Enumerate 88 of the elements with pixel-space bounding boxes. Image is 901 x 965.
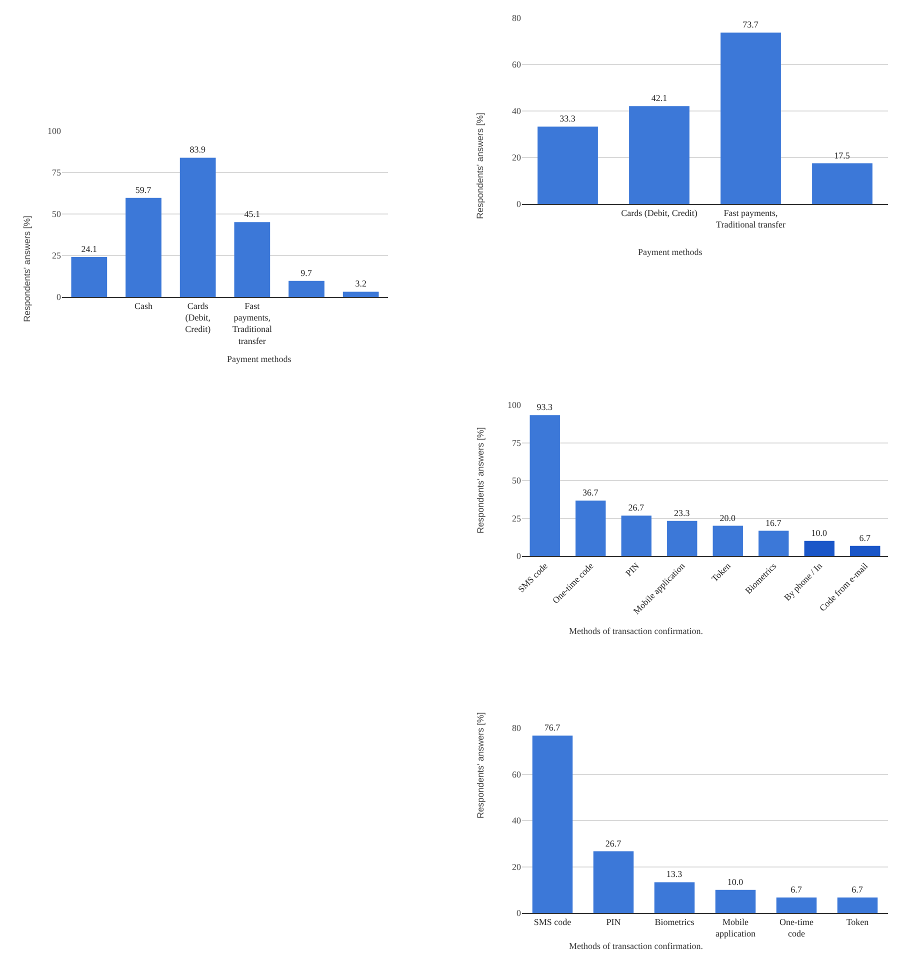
- data-label: 17.5: [834, 150, 850, 160]
- data-label: 9.7: [300, 268, 312, 278]
- data-label: 24.1: [81, 244, 98, 254]
- y-tick-label: 100: [508, 400, 522, 410]
- y-tick-label: 60: [512, 769, 522, 780]
- bar: [621, 516, 652, 556]
- y-tick-label: 40: [512, 106, 522, 116]
- data-label: 93.3: [536, 402, 553, 412]
- data-label: 73.7: [742, 20, 759, 30]
- y-tick-label: 75: [512, 438, 522, 448]
- x-tick-label: Biometrics: [654, 916, 695, 927]
- bar: [342, 292, 379, 297]
- x-tick-label: Cash: [134, 300, 153, 311]
- x-tick-label: One-time code: [780, 916, 814, 938]
- x-axis-title: Methods of transaction confirmation.: [569, 626, 703, 636]
- y-tick-label: 80: [512, 723, 522, 734]
- bar: [629, 106, 690, 204]
- data-label: 45.1: [244, 209, 260, 220]
- bar: [667, 520, 698, 556]
- x-tick-label: PIN: [606, 916, 622, 927]
- y-tick-label: 60: [512, 60, 522, 70]
- y-tick-label: 50: [512, 476, 522, 486]
- y-tick-label: 100: [48, 126, 62, 136]
- data-label: 13.3: [666, 869, 683, 880]
- y-tick-label: 75: [52, 168, 62, 178]
- bar: [126, 198, 162, 297]
- bar: [804, 540, 834, 556]
- y-tick-label: 40: [512, 816, 522, 826]
- bar: [837, 898, 878, 913]
- bar: [654, 882, 695, 913]
- data-label: 33.3: [560, 114, 576, 124]
- data-label: 83.9: [190, 144, 206, 155]
- y-tick-label: 0: [516, 908, 522, 918]
- y-axis-title: Respondents' answers [%]: [22, 216, 32, 322]
- data-label: 16.7: [766, 518, 782, 528]
- data-label: 36.7: [582, 488, 599, 498]
- data-label: 26.7: [605, 838, 622, 848]
- bar: [758, 530, 789, 556]
- y-tick-label: 25: [512, 513, 522, 524]
- bar: [715, 890, 756, 913]
- bar: [776, 898, 817, 913]
- y-axis-title: Respondents' answers [%]: [475, 112, 485, 219]
- y-tick-label: 50: [52, 209, 62, 220]
- x-tick-label: Cards (Debit, Credit): [621, 208, 698, 218]
- bar: [532, 736, 573, 913]
- bar: [71, 256, 108, 297]
- y-tick-label: 20: [512, 152, 522, 163]
- y-tick-label: 20: [512, 862, 522, 872]
- y-tick-label: 80: [512, 13, 522, 24]
- data-label: 23.3: [674, 508, 690, 518]
- x-tick-label: Mobile application: [716, 916, 756, 938]
- x-tick-label: Fast payments, Traditional transfer: [232, 300, 273, 346]
- data-label: 3.2: [355, 278, 366, 289]
- x-tick-label: Cards (Debit, Credit): [185, 300, 211, 334]
- y-tick-label: 0: [56, 292, 62, 302]
- data-label: 6.7: [790, 884, 802, 895]
- data-label: 20.0: [720, 512, 736, 523]
- data-label: 42.1: [651, 93, 668, 104]
- data-label: 6.7: [852, 884, 864, 895]
- x-axis-title: Methods of transaction confirmation.: [569, 941, 703, 951]
- bar: [180, 158, 216, 297]
- data-label: 10.0: [727, 876, 744, 887]
- bar: [538, 126, 598, 204]
- x-tick-label: Fast payments, Traditional transfer: [716, 208, 786, 230]
- y-tick-label: 25: [52, 250, 62, 261]
- bar: [712, 526, 743, 556]
- bar: [850, 546, 880, 556]
- x-tick-label: PIN: [624, 560, 642, 578]
- bar: [234, 222, 270, 297]
- data-label: 59.7: [135, 184, 152, 195]
- x-tick-label: Token: [846, 916, 870, 927]
- x-axis-title: Payment methods: [227, 354, 292, 364]
- y-tick-label: 0: [516, 199, 522, 210]
- x-axis-title: Payment methods: [638, 247, 703, 257]
- bar: [593, 851, 634, 913]
- y-axis-title: Respondents' answers [%]: [476, 427, 486, 534]
- bar: [530, 415, 560, 556]
- data-label: 10.0: [811, 528, 828, 538]
- data-label: 26.7: [628, 502, 644, 513]
- data-label: 76.7: [544, 722, 561, 733]
- bar: [720, 32, 781, 204]
- x-tick-label: SMS code: [534, 916, 572, 927]
- data-label: 6.7: [859, 532, 871, 543]
- bar: [288, 280, 324, 297]
- bar: [812, 163, 872, 204]
- bar: [576, 500, 606, 556]
- y-tick-label: 0: [516, 551, 522, 562]
- y-axis-title: Respondents' answers [%]: [476, 712, 486, 818]
